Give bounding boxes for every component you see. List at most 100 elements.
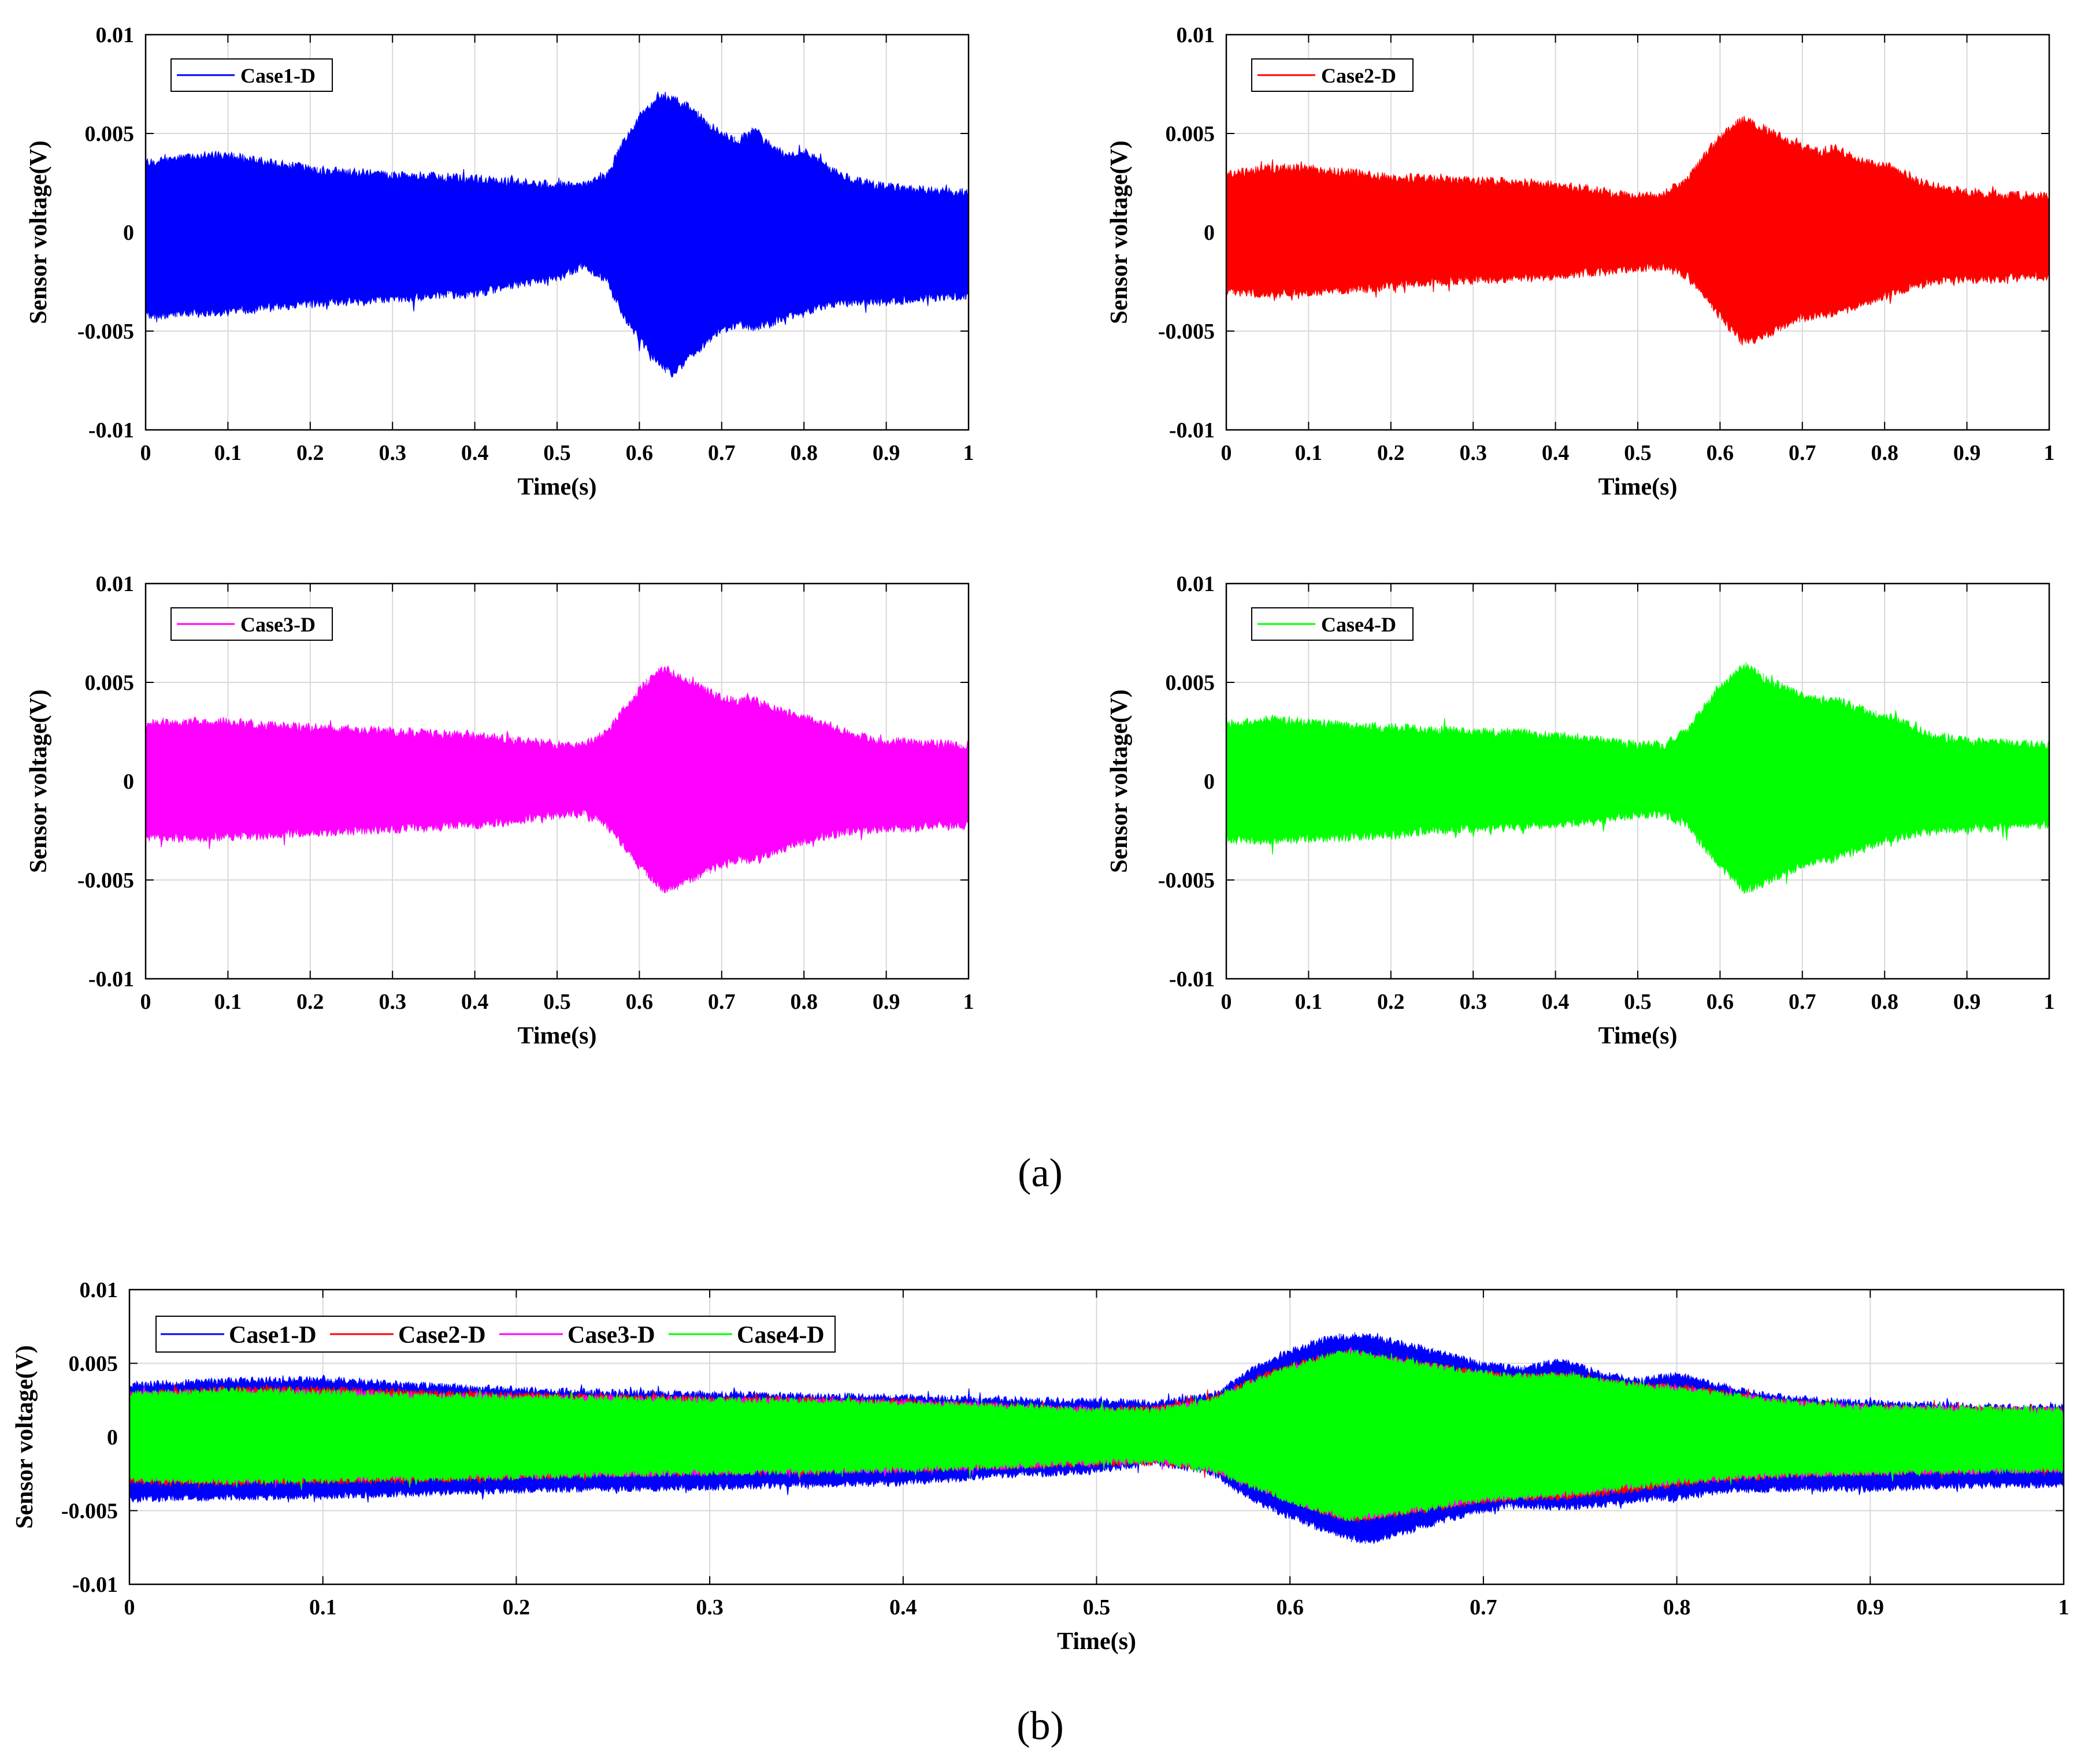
x-tick-label: 0 [140,990,151,1014]
x-tick-label: 0.5 [543,441,571,465]
x-tick-label: 1 [963,990,974,1014]
y-tick-label: 0.005 [69,1352,118,1376]
y-tick-label: 0.005 [1166,671,1215,695]
y-tick-label: 0.005 [1166,122,1215,146]
x-tick-label: 0.7 [1789,990,1816,1014]
chart-case2: 0 0.1 0.2 0.3 0.4 0.5 0.6 0.7 0.8 0.9 10.010.0050-… [1106,23,2055,500]
x-tick-label: 1 [2058,1595,2069,1620]
x-tick-label: 0.2 [503,1595,531,1620]
legend-label: Case1-D [240,64,316,87]
x-tick-label: 0.8 [1871,990,1898,1014]
x-tick-label: 0.9 [1953,990,1981,1014]
y-tick-label: -0.01 [1169,967,1215,991]
x-tick-label: 1 [963,441,974,465]
a1-axes-frame [144,34,970,431]
x-tick-label: 0.7 [708,441,736,465]
y-tick-label: -0.01 [72,1573,118,1597]
x-tick-label: 0.3 [696,1595,724,1620]
x-tick-label: 1 [2044,990,2055,1014]
x-axis-label: Time(s) [1598,474,1678,500]
x-tick-label: 0.1 [214,441,242,465]
y-tick-label: 0 [123,221,134,245]
a3-ticks: 0 0.1 0.2 0.3 0.4 0.5 0.6 0.7 0.8 0.9 10.010.0050-… [77,572,974,1014]
legend-label: Case2-D [398,1322,486,1349]
panel-label-b: (b) [1017,1704,1064,1748]
x-tick-label: 0.4 [1542,441,1570,465]
y-tick-label: -0.005 [1158,868,1215,893]
y-axis-label: Sensor voltage(V) [25,140,52,324]
x-tick-label: 0.5 [1083,1595,1111,1620]
x-axis-label: Time(s) [518,1023,597,1049]
x-tick-label: 0.7 [1470,1595,1497,1620]
legend-label: Case3-D [567,1322,655,1349]
x-axis-label: Time(s) [518,474,597,500]
x-tick-label: 0.7 [1789,441,1816,465]
chart-combined: 0 0.1 0.2 0.3 0.4 0.5 0.6 0.7 0.8 0.9 10.010.0050-… [12,1278,2069,1655]
y-tick-label: 0.01 [1177,23,1215,47]
x-tick-label: 0.6 [1707,990,1734,1014]
legend-label: Case3-D [240,613,316,636]
y-tick-label: 0.01 [96,572,135,596]
b-ticks: 0 0.1 0.2 0.3 0.4 0.5 0.6 0.7 0.8 0.9 10.010.0050-… [61,1278,2069,1620]
a2-axes-frame [1225,34,2050,431]
chart-case1: 0 0.1 0.2 0.3 0.4 0.5 0.6 0.7 0.8 0.9 10.010.0050-… [25,23,974,500]
a3-axes-frame [144,582,970,980]
a4-ticks: 0 0.1 0.2 0.3 0.4 0.5 0.6 0.7 0.8 0.9 10.010.0050-… [1158,572,2055,1014]
y-tick-label: -0.005 [61,1499,118,1524]
x-tick-label: 0.9 [1953,441,1981,465]
x-tick-label: 0.6 [1276,1595,1304,1620]
y-tick-label: -0.005 [77,320,134,344]
x-tick-label: 0 [140,441,151,465]
legend: Case2-D [1251,58,1414,92]
panel-label-a: (a) [1018,1151,1063,1195]
x-tick-label: 0.5 [1624,441,1652,465]
x-tick-label: 0.4 [1542,990,1570,1014]
legend-box [1251,58,1414,92]
y-tick-label: -0.005 [1158,320,1215,344]
x-tick-label: 0.3 [1459,990,1487,1014]
y-axis-label: Sensor voltage(V) [1106,140,1133,324]
x-tick-label: 0.6 [626,441,654,465]
x-tick-label: 0.1 [1295,441,1323,465]
x-tick-label: 0.9 [1857,1595,1885,1620]
y-tick-label: 0.005 [85,122,135,146]
x-axis-label: Time(s) [1057,1628,1136,1655]
legend-label: Case2-D [1321,64,1396,87]
y-tick-label: 0 [1204,221,1215,245]
a2-ticks: 0 0.1 0.2 0.3 0.4 0.5 0.6 0.7 0.8 0.9 10.010.0050-… [1158,23,2055,465]
x-tick-label: 0.9 [873,990,900,1014]
a1-ticks: 0 0.1 0.2 0.3 0.4 0.5 0.6 0.7 0.8 0.9 10.010.0050-… [77,23,974,465]
y-tick-label: 0 [123,770,134,794]
chart-case3: 0 0.1 0.2 0.3 0.4 0.5 0.6 0.7 0.8 0.9 10.010.0050-… [25,572,974,1049]
legend: Case1-D Case2-D Case3-D Case4-D [155,1316,836,1353]
x-tick-label: 0.1 [309,1595,337,1620]
y-axis-label: Sensor voltage(V) [25,689,52,873]
x-tick-label: 0.8 [790,441,818,465]
legend: Case3-D [170,607,333,641]
legend: Case1-D [170,58,333,92]
y-tick-label: 0.01 [96,23,135,47]
y-tick-label: -0.01 [1169,418,1215,443]
y-axis-label: Sensor voltage(V) [1106,689,1133,873]
x-tick-label: 0.1 [1295,990,1323,1014]
x-tick-label: 0.4 [461,441,489,465]
x-tick-label: 0.2 [296,441,324,465]
x-tick-label: 0.8 [1663,1595,1691,1620]
legend-label: Case4-D [1321,613,1396,636]
b-axes-frame [128,1288,2065,1585]
y-tick-label: -0.005 [77,868,134,893]
x-tick-label: 0.5 [543,990,571,1014]
x-tick-label: 0.4 [889,1595,917,1620]
x-tick-label: 0.6 [1707,441,1734,465]
y-tick-label: 0 [107,1425,118,1450]
x-tick-label: 0.1 [214,990,242,1014]
y-tick-label: 0.01 [1177,572,1215,596]
x-tick-label: 0.5 [1624,990,1652,1014]
chart-case4: 0 0.1 0.2 0.3 0.4 0.5 0.6 0.7 0.8 0.9 10.010.0050-… [1106,572,2055,1049]
x-tick-label: 0.7 [708,990,736,1014]
x-tick-label: 1 [2044,441,2055,465]
x-tick-label: 0 [1221,441,1232,465]
x-tick-label: 0.2 [296,990,324,1014]
y-tick-label: 0.005 [85,671,135,695]
